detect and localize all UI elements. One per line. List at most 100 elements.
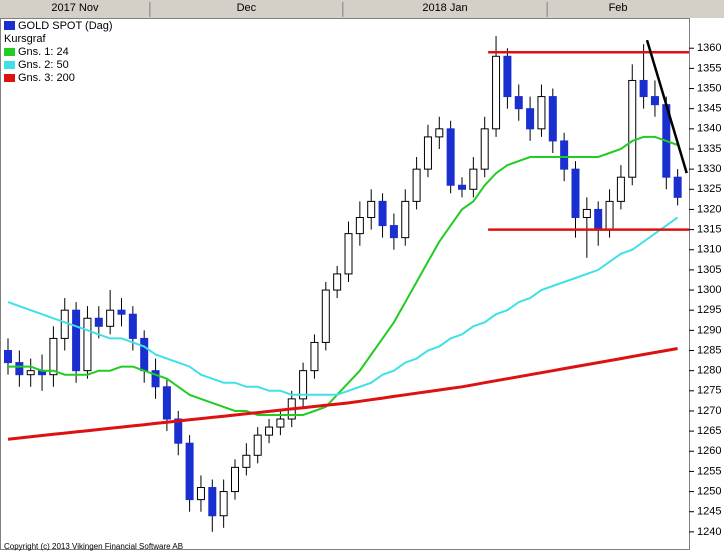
candle-body — [401, 200, 410, 239]
candle-body — [616, 176, 625, 202]
candle-body — [605, 200, 614, 231]
candle-body — [582, 208, 591, 218]
candle-body — [650, 96, 659, 106]
y-tick-label: 1345 — [697, 103, 721, 115]
y-tick-label: 1240 — [697, 526, 721, 538]
candle-body — [106, 309, 115, 327]
candle-body — [389, 225, 398, 239]
y-tick-label: 1335 — [697, 143, 721, 155]
candle-body — [151, 370, 160, 388]
header-bar — [0, 0, 724, 18]
candle-body — [435, 128, 444, 138]
candle-body — [355, 217, 364, 235]
legend: GOLD SPOT (Dag) Kursgraf — [4, 20, 113, 45]
candle-body — [367, 200, 376, 218]
y-tick-label: 1290 — [697, 324, 721, 336]
candle-body — [458, 184, 466, 190]
candle-body — [140, 337, 149, 372]
y-tick-label: 1280 — [697, 365, 721, 377]
y-tick-label: 1320 — [697, 203, 721, 215]
candle-body — [639, 79, 648, 98]
candle-body — [423, 136, 432, 170]
legend-swatch — [4, 74, 15, 82]
y-tick-label: 1315 — [697, 223, 721, 235]
candle-body — [26, 370, 35, 376]
candle-body — [208, 487, 217, 517]
y-tick-label: 1245 — [697, 506, 721, 518]
candle-body — [299, 370, 308, 400]
candle-body — [15, 362, 24, 376]
legend-label: Gns. 2: 50 — [18, 59, 69, 71]
legend-label: Gns. 1: 24 — [18, 46, 69, 58]
candle-body — [117, 309, 126, 315]
candle-body — [276, 418, 285, 428]
moving-average-line — [7, 216, 679, 396]
candle-body — [560, 140, 569, 170]
y-tick-label: 1325 — [697, 183, 721, 195]
candle-body — [72, 309, 81, 372]
candle-body — [446, 128, 455, 186]
moving-average-line — [8, 135, 678, 416]
y-tick-label: 1270 — [697, 405, 721, 417]
legend-label: Gns. 3: 200 — [18, 72, 75, 84]
candle-body — [503, 55, 512, 98]
y-tick-label: 1285 — [697, 344, 721, 356]
legend-swatch — [4, 48, 15, 56]
candle-body — [526, 108, 535, 130]
candle-body — [4, 350, 12, 364]
candle-body — [378, 200, 387, 227]
candle-body — [344, 233, 353, 275]
period-label: 2017 Nov — [51, 2, 99, 14]
y-tick-label: 1360 — [697, 42, 721, 54]
legend-swatch — [4, 21, 15, 30]
y-tick-label: 1255 — [697, 465, 721, 477]
candle-body — [594, 208, 603, 231]
legend-subtitle: Kursgraf — [4, 33, 47, 45]
candle-body — [60, 309, 69, 339]
y-tick-label: 1340 — [697, 123, 721, 135]
candle-body — [219, 491, 228, 517]
period-label: Feb — [609, 2, 628, 14]
moving-average-line — [7, 347, 678, 441]
period-label: Dec — [237, 2, 257, 14]
plot-frame — [0, 18, 690, 550]
candle-body — [628, 79, 637, 178]
candle-body — [548, 96, 557, 142]
y-tick-label: 1350 — [697, 82, 721, 94]
candle-body — [412, 168, 421, 202]
candle-body — [571, 168, 580, 219]
candle-body — [185, 442, 194, 501]
candle-body — [242, 454, 251, 468]
candle-body — [162, 386, 171, 420]
candle-body — [128, 313, 137, 339]
legend-swatch — [4, 61, 15, 69]
candle-body — [94, 317, 103, 327]
candle-body — [174, 418, 183, 444]
y-tick-label: 1275 — [697, 385, 721, 397]
candle-body — [321, 289, 330, 343]
y-tick-label: 1295 — [697, 304, 721, 316]
y-tick-label: 1300 — [697, 284, 721, 296]
candle-body — [49, 337, 58, 376]
candle-body — [333, 273, 342, 291]
candle-body — [196, 487, 205, 501]
candle-body — [310, 341, 319, 372]
y-tick-label: 1330 — [697, 163, 721, 175]
candle-body — [514, 96, 523, 110]
candle-body — [83, 317, 92, 372]
y-tick-label: 1355 — [697, 62, 721, 74]
y-tick-label: 1305 — [697, 264, 721, 276]
candle-body — [231, 466, 239, 493]
candle-body — [469, 168, 478, 190]
candle-body — [265, 426, 274, 436]
candle-body — [537, 96, 546, 130]
candle-body — [673, 176, 682, 198]
y-tick-label: 1260 — [697, 445, 721, 457]
y-tick-label: 1310 — [697, 244, 721, 256]
legend-label: GOLD SPOT (Dag) — [18, 20, 113, 32]
copyright: Copyright (c) 2013 Vikingen Financial So… — [4, 542, 183, 551]
drawn-line — [645, 39, 688, 174]
candle-body — [480, 128, 489, 170]
y-tick-label: 1250 — [697, 485, 721, 497]
